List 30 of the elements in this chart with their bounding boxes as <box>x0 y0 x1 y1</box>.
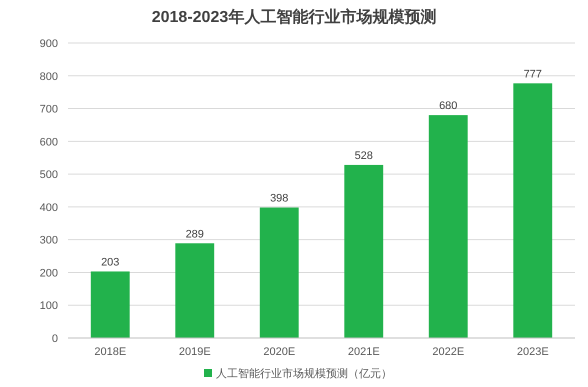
y-tick-label: 800 <box>40 70 58 83</box>
data-label: 777 <box>524 68 542 80</box>
legend-label: 人工智能行业市场规模预测（亿元） <box>216 367 392 380</box>
data-label: 289 <box>186 228 204 240</box>
bar <box>513 83 552 338</box>
x-tick-label: 2023E <box>516 346 549 358</box>
y-tick-label: 300 <box>40 234 58 247</box>
bar <box>90 271 130 338</box>
y-tick-label: 900 <box>40 38 58 50</box>
y-tick-label: 100 <box>40 300 58 312</box>
x-tick-label: 2020E <box>263 346 296 358</box>
y-tick-label: 400 <box>40 202 58 214</box>
data-label: 680 <box>439 100 458 112</box>
x-tick-label: 2018E <box>94 346 126 358</box>
x-tick-label: 2021E <box>348 346 380 358</box>
bar <box>175 243 214 338</box>
y-tick-label: 200 <box>40 267 58 280</box>
y-tick-label: 600 <box>40 136 58 148</box>
y-tick-label: 700 <box>40 104 58 116</box>
bar <box>260 208 299 338</box>
y-tick-label: 0 <box>52 333 58 345</box>
bar <box>344 164 384 338</box>
data-label: 528 <box>354 150 373 162</box>
x-tick-label: 2022E <box>432 346 464 358</box>
y-tick-label: 500 <box>40 169 58 182</box>
data-label: 203 <box>101 256 120 268</box>
x-tick-label: 2019E <box>178 346 211 358</box>
bar <box>428 115 468 338</box>
data-label: 398 <box>270 192 288 205</box>
chart-title: 2018-2023年人工智能行业市场规模预测 <box>152 8 436 26</box>
